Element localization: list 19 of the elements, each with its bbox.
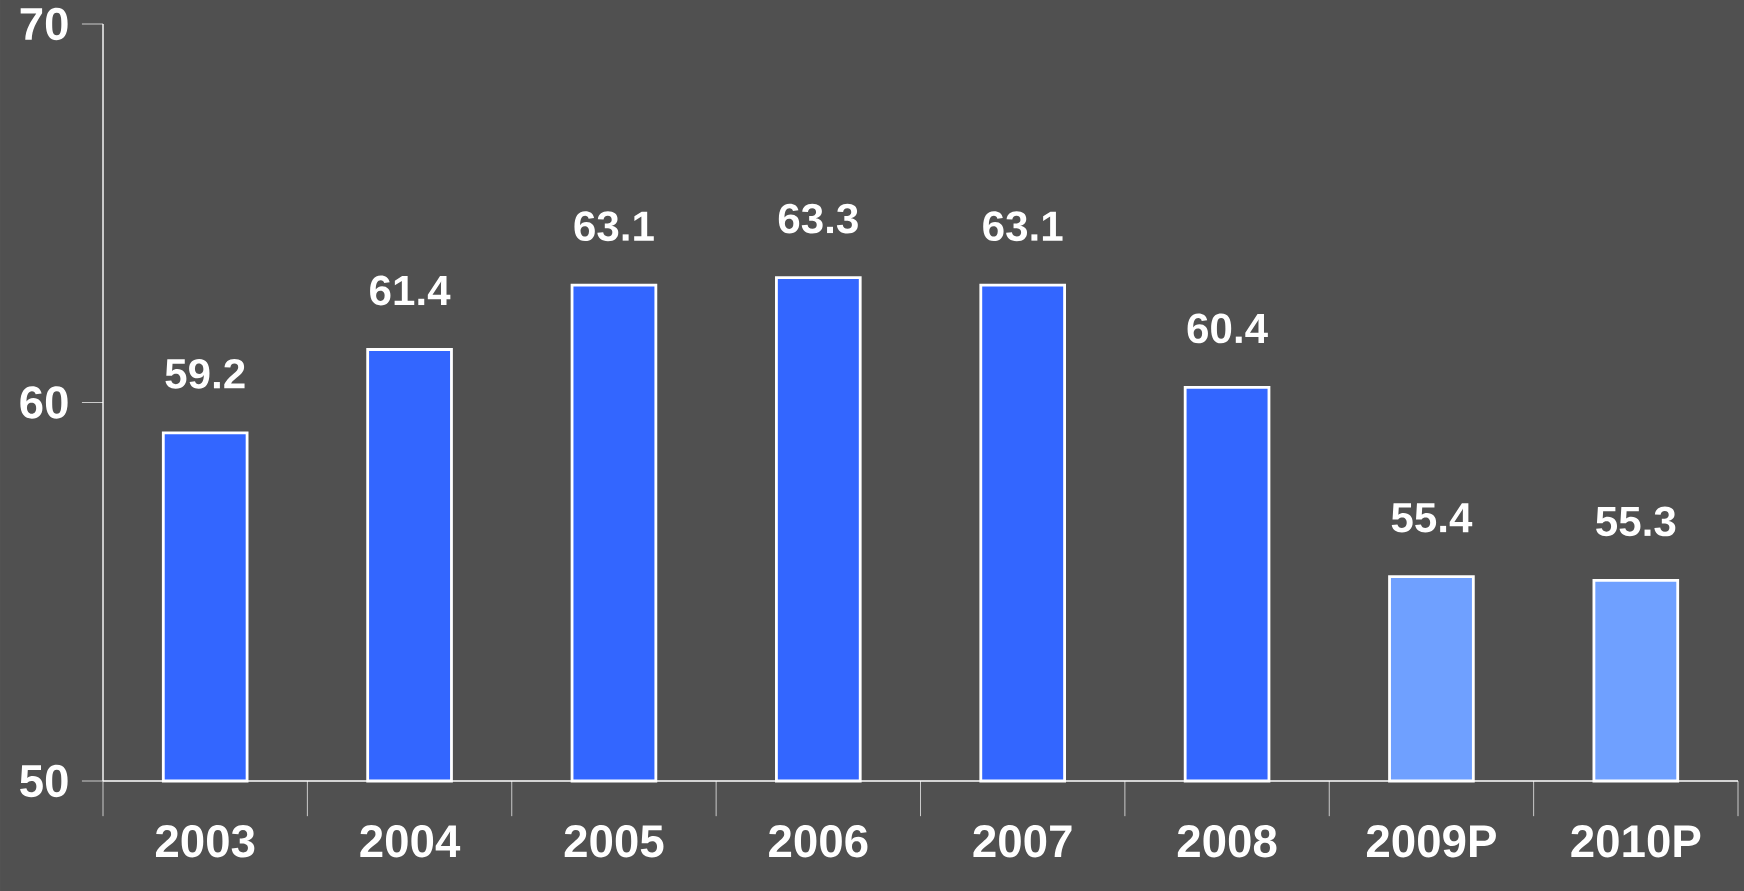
data-label: 63.3 [778, 203, 858, 234]
y-tick-label: 50 [20, 764, 68, 798]
x-tick-label: 2005 [564, 825, 664, 858]
data-label: 60.4 [1187, 313, 1268, 344]
data-label: 63.1 [983, 211, 1063, 242]
data-label: 55.3 [1596, 506, 1676, 537]
data-label: 55.4 [1391, 503, 1473, 533]
x-tick-label: 2004 [360, 825, 461, 858]
x-tick-label: 2009P [1366, 825, 1496, 858]
data-label: 63.1 [574, 211, 654, 242]
data-label: 61.4 [370, 275, 451, 306]
data-label: 59.2 [165, 358, 245, 389]
x-tick-label: 2010P [1571, 825, 1701, 858]
y-tick-label: 60 [20, 386, 68, 419]
x-tick-label: 2008 [1177, 825, 1277, 858]
y-tick-label: 70 [20, 7, 68, 41]
x-tick-label: 2007 [973, 825, 1072, 858]
x-tick-label: 2006 [769, 825, 868, 858]
x-tick-label: 2003 [155, 825, 255, 858]
